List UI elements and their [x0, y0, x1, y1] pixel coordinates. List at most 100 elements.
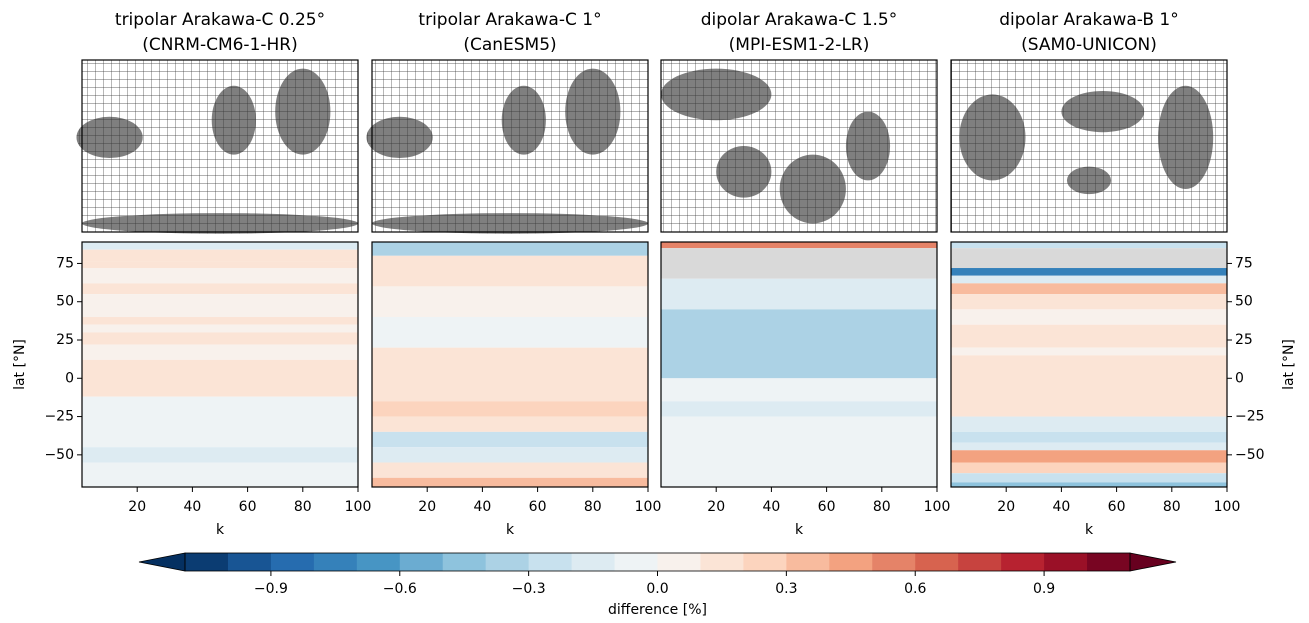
plot-frame [81, 241, 359, 488]
contour-band [372, 477, 648, 487]
colorbar-tick-label: −0.9 [254, 581, 288, 597]
contour-band [951, 416, 1227, 432]
contour-band [951, 275, 1227, 284]
land [501, 85, 546, 155]
contour-band [82, 294, 358, 318]
panel-subtitle: (MPI-ESM1-2-LR) [729, 35, 870, 55]
land [1061, 90, 1145, 133]
contour-band [951, 355, 1227, 417]
contour-band [82, 242, 358, 250]
colorbar-bin [227, 553, 272, 571]
contour-band [82, 324, 358, 333]
colorbar-bin [528, 553, 573, 571]
colorbar-bin [442, 553, 487, 571]
x-tick-label: 20 [128, 499, 146, 515]
x-tick-label: 20 [997, 499, 1015, 515]
x-tick-label: 20 [418, 499, 436, 515]
colorbar-bin [313, 553, 358, 571]
contour-band [82, 268, 358, 284]
y-tick-label: −50 [44, 447, 74, 463]
map-frame [950, 59, 1228, 233]
panel-title: dipolar Arakawa-C 1.5° [701, 10, 898, 30]
x-axis-label: k [795, 522, 804, 538]
x-tick-label: 60 [239, 499, 257, 515]
x-tick-label: 60 [1108, 499, 1126, 515]
x-axis-label: k [506, 522, 515, 538]
land [366, 116, 433, 159]
contour-band [661, 378, 937, 402]
contour-band [661, 401, 937, 417]
land [716, 146, 772, 198]
contour-band [82, 317, 358, 325]
contour-band [661, 309, 937, 379]
contour-band [82, 332, 358, 345]
land [76, 116, 143, 159]
x-tick-label: 100 [1214, 499, 1241, 515]
contour-band [661, 248, 937, 279]
colorbar-bin [485, 553, 530, 571]
contour-band [82, 249, 358, 262]
y-tick-label: −25 [1235, 409, 1265, 425]
colorbar-bin [356, 553, 401, 571]
contour-band [951, 482, 1227, 487]
plot-frame [371, 241, 649, 488]
colorbar-tick-label: 0.0 [646, 581, 668, 597]
contour-band [951, 268, 1227, 276]
contour-band [951, 248, 1227, 269]
x-tick-label: 80 [1163, 499, 1181, 515]
y-tick-label: 75 [1235, 255, 1253, 271]
panel-subtitle: (SAM0-UNICON) [1021, 35, 1157, 55]
map-frame [81, 59, 359, 233]
contour-band [82, 283, 358, 295]
x-axis-label: k [1085, 522, 1094, 538]
y-tick-label: −50 [1235, 447, 1265, 463]
contour-band [372, 317, 648, 348]
map-frame [371, 59, 649, 233]
colorbar-bin [958, 553, 1002, 571]
contour-band [661, 278, 937, 310]
x-tick-label: 40 [1052, 499, 1070, 515]
colorbar-bin [915, 553, 959, 571]
colorbar-bin [571, 553, 616, 571]
panel-title: tripolar Arakawa-C 0.25° [115, 10, 325, 30]
land [661, 68, 772, 121]
x-tick-label: 40 [473, 499, 491, 515]
contour-band [82, 462, 358, 487]
contour-band [951, 431, 1227, 443]
y-tick-label: 25 [56, 332, 74, 348]
x-tick-label: 100 [345, 499, 372, 515]
contour-band [951, 473, 1227, 483]
contour-band [951, 462, 1227, 474]
plot-frame [950, 241, 1228, 488]
contour-band [372, 462, 648, 478]
x-tick-label: 80 [873, 499, 891, 515]
x-tick-label: 80 [584, 499, 602, 515]
colorbar-bin [614, 553, 658, 571]
land [1066, 166, 1112, 195]
colorbar-bin [1001, 553, 1045, 571]
colorbar-extend [138, 552, 186, 572]
colorbar-bin [829, 553, 873, 571]
colorbar-bin [872, 553, 916, 571]
contour-band [951, 294, 1227, 310]
land [779, 154, 846, 224]
y-tick-label: 25 [1235, 332, 1253, 348]
contour-band [951, 242, 1227, 249]
contour-band [82, 261, 358, 269]
land [1158, 85, 1214, 189]
contour-band [82, 359, 358, 397]
panel-title: tripolar Arakawa-C 1° [418, 10, 601, 30]
contour-band [82, 447, 358, 463]
x-axis-label: k [216, 522, 225, 538]
panel-subtitle: (CanESM5) [463, 35, 556, 55]
x-tick-label: 100 [924, 499, 951, 515]
contour-band [951, 347, 1227, 356]
colorbar-bin [743, 553, 787, 571]
contour-band [82, 344, 358, 360]
land [82, 213, 358, 234]
x-tick-label: 20 [707, 499, 725, 515]
contour-band [951, 309, 1227, 325]
colorbar-bin [1087, 553, 1131, 571]
x-tick-label: 80 [294, 499, 312, 515]
